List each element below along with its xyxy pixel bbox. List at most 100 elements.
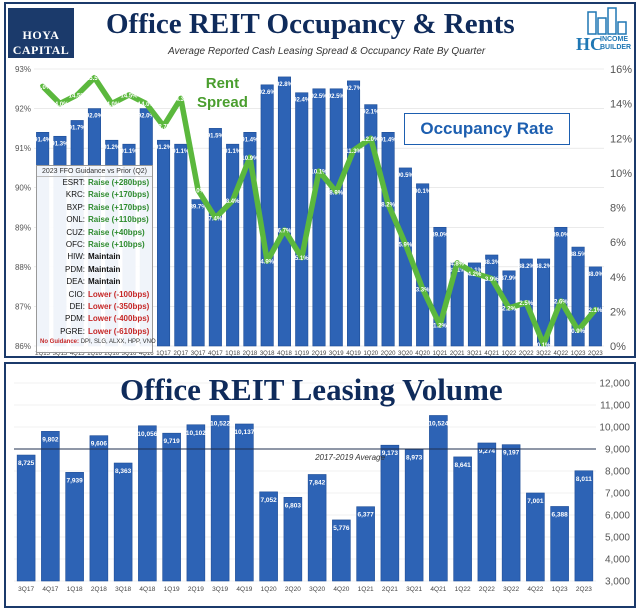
rent-spread-point xyxy=(541,342,546,347)
rent-spread-point xyxy=(92,75,97,80)
guidance-value: Raise (+40bps) xyxy=(88,227,145,237)
rent-spread-data-label: 8.4% xyxy=(226,199,240,205)
volume-data-label: 8,973 xyxy=(406,455,423,462)
guidance-value: Raise (+170bps) xyxy=(88,202,150,212)
rent-spread-data-label: 9.0% xyxy=(191,189,205,195)
volume-data-label: 8,725 xyxy=(18,460,35,467)
x-axis-tick: 4Q17 xyxy=(208,351,223,357)
rent-spread-data-label: 2.5% xyxy=(519,301,533,307)
guidance-company: OFC: xyxy=(65,239,85,249)
guidance-title: 2023 FFO Guidance vs Prior (Q2) xyxy=(37,166,152,177)
x-axis-tick: 4Q19 xyxy=(346,351,361,357)
volume-bar xyxy=(65,472,84,582)
rent-spread-point xyxy=(593,307,598,312)
rent-spread-point xyxy=(57,101,63,106)
guidance-value: Raise (+10bps) xyxy=(88,239,145,249)
volume-bar xyxy=(404,449,424,582)
occupancy-data-label: 92.6% xyxy=(259,90,277,96)
left-axis-tick: 86% xyxy=(15,342,31,351)
y-axis-tick: 4,000 xyxy=(605,555,630,566)
rent-spread-callout-line2: Spread xyxy=(197,94,248,111)
guidance-row: DEI: Lower (-350bps) xyxy=(37,301,152,313)
x-axis-tick: 2Q20 xyxy=(285,586,301,593)
occupancy-data-label: 91.4% xyxy=(241,137,259,143)
x-axis-tick: 1Q16 xyxy=(87,351,102,357)
occupancy-bar xyxy=(554,226,568,347)
logo-mark: HC xyxy=(576,34,603,54)
occupancy-data-label: 92.8% xyxy=(276,82,294,88)
income-builder-logo: HC INCOME BUILDER xyxy=(574,6,634,58)
occupancy-data-label: 92.0% xyxy=(86,114,104,120)
guidance-row: CUZ: Raise (+40bps) xyxy=(37,227,152,239)
rent-spread-point xyxy=(403,241,408,247)
rent-spread-point xyxy=(368,136,374,141)
rent-spread-point xyxy=(299,255,304,260)
rent-spread-data-label: 7.4% xyxy=(209,216,223,222)
y-axis-tick: 8,000 xyxy=(605,467,630,478)
occupancy-bar xyxy=(467,262,481,347)
occupancy-data-label: 92.7% xyxy=(345,86,363,92)
left-axis-tick: 93% xyxy=(15,65,31,74)
occupancy-data-label: 89.0% xyxy=(552,232,570,238)
x-axis-tick: 4Q22 xyxy=(553,351,568,357)
x-axis-tick: 4Q19 xyxy=(236,586,252,593)
rent-spread-point xyxy=(334,189,339,195)
rent-spread-data-label: 12.7% xyxy=(155,125,173,131)
volume-data-label: 6,377 xyxy=(357,512,374,519)
volume-bar xyxy=(501,444,521,582)
x-axis-tick: 1Q21 xyxy=(358,586,374,593)
y-axis-tick: 7,000 xyxy=(605,489,630,500)
volume-bar xyxy=(526,492,545,582)
volume-data-label: 8,011 xyxy=(576,476,592,483)
guidance-row: ESRT: Raise (+280bps) xyxy=(37,177,152,189)
volume-data-label: 8,363 xyxy=(115,468,132,475)
x-axis-tick: 1Q19 xyxy=(164,586,180,593)
x-axis-tick: 2Q23 xyxy=(588,351,603,357)
x-axis-tick: 2Q21 xyxy=(382,586,398,593)
rent-spread-data-label: 14.0% xyxy=(51,102,69,108)
x-axis-tick: 4Q15 xyxy=(70,351,85,357)
volume-data-label: 9,606 xyxy=(91,441,108,448)
occupancy-bar xyxy=(226,143,240,347)
volume-data-label: 9,719 xyxy=(163,438,180,445)
volume-bar xyxy=(16,454,36,582)
occupancy-data-label: 91.4% xyxy=(34,137,52,143)
volume-bar xyxy=(380,444,400,582)
average-reference-label: 2017-2019 Average xyxy=(314,453,385,462)
x-axis-tick: 2Q18 xyxy=(243,351,258,357)
x-axis-tick: 3Q17 xyxy=(18,586,34,593)
rent-spread-data-label: 2.2% xyxy=(502,306,516,312)
rent-spread-data-label: 12.0% xyxy=(362,137,380,143)
x-axis-tick: 3Q15 xyxy=(53,351,68,357)
x-axis-tick: 3Q21 xyxy=(406,586,422,593)
rent-spread-data-label: 0.1% xyxy=(537,343,551,349)
volume-bar xyxy=(307,474,327,582)
x-axis-tick: 3Q20 xyxy=(309,586,325,593)
guidance-company: DEI: xyxy=(69,301,85,311)
x-axis-tick: 4Q16 xyxy=(139,351,154,357)
x-axis-tick: 1Q20 xyxy=(363,351,378,357)
x-axis-tick: 3Q21 xyxy=(467,351,482,357)
logo-text: INCOME BUILDER xyxy=(600,36,631,52)
rent-spread-point xyxy=(385,201,391,207)
volume-data-label: 9,274 xyxy=(479,448,496,455)
guidance-company: PDM: xyxy=(65,264,85,274)
occupancy-bar xyxy=(329,88,343,347)
rent-spread-point xyxy=(74,92,80,98)
right-axis-tick: 0% xyxy=(610,341,626,353)
rent-spread-point xyxy=(109,101,114,106)
rent-spread-data-label: 5.9% xyxy=(399,242,413,248)
guidance-value: Lower (-350bps) xyxy=(88,301,150,311)
volume-bar xyxy=(138,425,157,582)
right-axis-tick: 4% xyxy=(610,272,626,284)
rent-spread-data-label: 14.5% xyxy=(69,93,87,99)
guidance-row: ONL: Raise (+110bps) xyxy=(37,214,152,226)
occupancy-data-label: 91.1% xyxy=(224,149,242,155)
volume-data-label: 10,522 xyxy=(210,421,230,428)
y-axis-tick: 3,000 xyxy=(605,577,630,588)
guidance-value: Maintain xyxy=(88,277,121,287)
rent-spread-point xyxy=(195,187,201,193)
volume-bar xyxy=(574,470,594,582)
occupancy-bar xyxy=(347,80,361,347)
volume-bar xyxy=(235,423,254,582)
